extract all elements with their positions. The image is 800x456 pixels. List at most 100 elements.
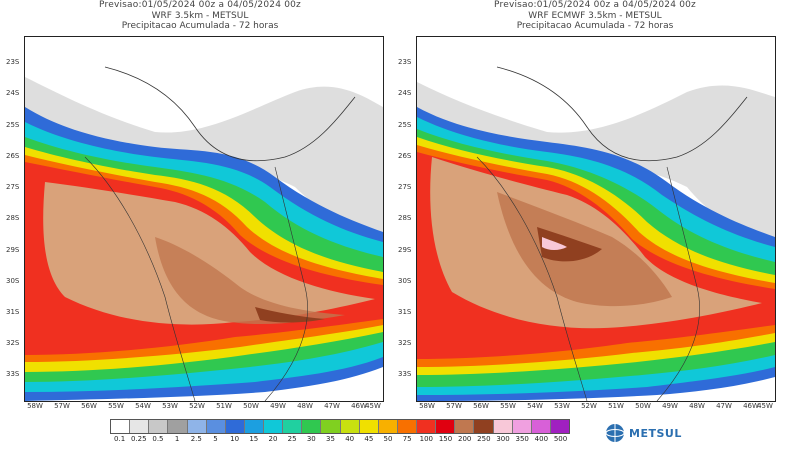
lon-label: 51W — [608, 402, 624, 410]
legend-color-bar — [110, 419, 570, 434]
lon-label: 47W — [716, 402, 732, 410]
legend-color-cell — [436, 420, 456, 433]
legend-color-cell — [225, 420, 245, 433]
lon-label: 55W — [500, 402, 516, 410]
right-panel-header: Previsao:01/05/2024 00z a 04/05/2024 00z… — [410, 0, 780, 34]
legend-color-cell — [111, 420, 131, 433]
right-longitude-labels: 58W 57W 56W 55W 54W 53W 52W 51W 50W 49W … — [416, 402, 776, 414]
legend-label: 30 — [306, 435, 316, 443]
legend-label: 200 — [457, 435, 472, 443]
legend-label: 20 — [268, 435, 278, 443]
lat-label: 24S — [6, 89, 20, 97]
legend-color-cell — [550, 420, 569, 433]
legend-label: 1 — [174, 435, 180, 443]
lon-label: 49W — [662, 402, 678, 410]
lon-label: 54W — [527, 402, 543, 410]
legend-label: 35 — [326, 435, 335, 443]
legend-color-cell — [455, 420, 475, 433]
lat-label: 23S — [6, 58, 20, 66]
lon-label: 57W — [54, 402, 70, 410]
legend-label: 500 — [553, 435, 568, 443]
globe-icon — [605, 424, 625, 442]
legend-label: 75 — [402, 435, 412, 443]
legend-label: 0.1 — [114, 435, 126, 443]
lat-label: 33S — [398, 370, 412, 378]
legend-color-cell — [244, 420, 264, 433]
lon-label: 58W — [419, 402, 435, 410]
legend-label: 10 — [230, 435, 240, 443]
legend-labels: 0.1 0.25 0.5 1 2.5 5 10 15 20 25 30 35 40 45 50 75 100 15… — [110, 435, 570, 443]
legend-label: 400 — [534, 435, 549, 443]
legend-color-cell — [340, 420, 360, 433]
legend-color-cell — [397, 420, 417, 433]
lon-label: 47W — [324, 402, 340, 410]
lat-label: 26S — [398, 152, 412, 160]
lon-label: 52W — [189, 402, 205, 410]
lon-label: 46W — [743, 402, 759, 410]
left-panel-header: Previsao:01/05/2024 00z a 04/05/2024 00z… — [15, 0, 385, 34]
legend-color-cell — [264, 420, 284, 433]
legend-color-cell — [378, 420, 398, 433]
legend-color-cell — [474, 420, 494, 433]
logo-text: METSUL — [629, 426, 682, 440]
left-forecast-period: Previsao:01/05/2024 00z a 04/05/2024 00z — [99, 0, 301, 10]
lat-label: 27S — [6, 183, 20, 191]
legend-color-cell — [417, 420, 437, 433]
lon-label: 55W — [108, 402, 124, 410]
lat-label: 32S — [398, 339, 412, 347]
legend-label: 2.5 — [190, 435, 202, 443]
left-product-name: Precipitacao Acumulada - 72 horas — [121, 21, 279, 31]
right-precipitation-map — [416, 36, 776, 402]
right-product-name: Precipitacao Acumulada - 72 horas — [516, 21, 674, 31]
legend-label: 50 — [383, 435, 393, 443]
lon-label: 53W — [162, 402, 178, 410]
legend-color-cell — [283, 420, 303, 433]
legend-color-cell — [512, 420, 532, 433]
legend-color-cell — [302, 420, 322, 433]
lon-label: 56W — [81, 402, 97, 410]
lon-label: 52W — [581, 402, 597, 410]
legend-label: 15 — [249, 435, 259, 443]
lat-label: 30S — [6, 277, 20, 285]
lat-label: 30S — [398, 277, 412, 285]
lon-label: 45W — [757, 402, 773, 410]
legend-color-cell — [493, 420, 513, 433]
right-model-name: WRF ECMWF 3.5km - METSUL — [528, 10, 662, 21]
lat-label: 31S — [398, 308, 412, 316]
lon-label: 53W — [554, 402, 570, 410]
legend-label: 350 — [515, 435, 529, 443]
lon-label: 50W — [243, 402, 259, 410]
left-precipitation-map — [24, 36, 384, 402]
left-longitude-labels: 58W 57W 56W 55W 54W 53W 52W 51W 50W 49W … — [24, 402, 384, 414]
legend-color-cell — [187, 420, 207, 433]
left-latitude-labels: 23S 24S 25S 26S 27S 28S 29S 30S 31S 32S … — [6, 36, 24, 400]
metsul-logo: METSUL — [604, 421, 694, 445]
lat-label: 25S — [398, 121, 412, 129]
lon-label: 48W — [689, 402, 705, 410]
lat-label: 33S — [6, 370, 20, 378]
legend-color-cell — [359, 420, 379, 433]
lat-label: 27S — [398, 183, 412, 191]
lat-label: 26S — [6, 152, 20, 160]
lon-label: 50W — [635, 402, 651, 410]
legend-label: 40 — [345, 435, 355, 443]
right-map-graphic — [417, 37, 775, 401]
legend-color-cell — [321, 420, 341, 433]
lon-label: 48W — [297, 402, 313, 410]
legend-color-cell — [130, 420, 150, 433]
lon-label: 51W — [216, 402, 232, 410]
lat-label: 28S — [398, 214, 412, 222]
legend-color-cell — [149, 420, 169, 433]
legend-color-cell — [168, 420, 188, 433]
legend-color-cell — [531, 420, 551, 433]
legend-label: 25 — [287, 435, 297, 443]
lon-label: 56W — [473, 402, 489, 410]
legend-label: 300 — [496, 435, 510, 443]
lat-label: 29S — [6, 246, 20, 254]
right-forecast-period: Previsao:01/05/2024 00z a 04/05/2024 00z — [494, 0, 696, 10]
legend-label: 0.25 — [130, 435, 147, 443]
lon-label: 46W — [351, 402, 367, 410]
legend-label: 100 — [419, 435, 434, 443]
lon-label: 57W — [446, 402, 462, 410]
lat-label: 32S — [6, 339, 20, 347]
